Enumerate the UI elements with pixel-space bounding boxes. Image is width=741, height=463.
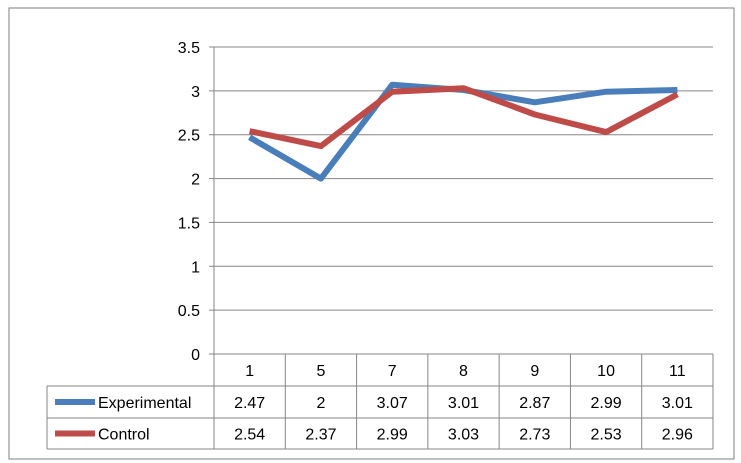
table-value: 2.99 (377, 427, 408, 444)
x-category-label: 10 (597, 363, 615, 380)
table-value: 3.01 (448, 395, 479, 412)
legend-label: Experimental (98, 395, 191, 412)
table-value: 2.37 (305, 427, 336, 444)
x-category-label: 7 (388, 363, 397, 380)
y-tick-label: 3 (191, 84, 200, 101)
table-value: 3.07 (377, 395, 408, 412)
table-value: 2.73 (519, 427, 550, 444)
y-tick-label: 1.5 (178, 215, 200, 232)
x-category-label: 9 (530, 363, 539, 380)
table-value: 2 (316, 395, 325, 412)
table-value: 2.96 (662, 427, 693, 444)
legend-label: Control (98, 427, 150, 444)
table-value: 3.01 (662, 395, 693, 412)
y-tick-label: 2 (191, 172, 200, 189)
table-value: 3.03 (448, 427, 479, 444)
chart-border (8, 7, 735, 460)
table-value: 2.54 (234, 427, 265, 444)
x-category-label: 5 (316, 363, 325, 380)
y-tick-label: 2.5 (178, 128, 200, 145)
x-category-label: 8 (459, 363, 468, 380)
y-tick-label: 0.5 (178, 303, 200, 320)
table-value: 2.87 (519, 395, 550, 412)
x-category-label: 11 (669, 363, 686, 380)
x-category-label: 1 (245, 363, 254, 380)
y-tick-label: 1 (191, 259, 200, 276)
y-tick-label: 0 (191, 347, 200, 364)
table-value: 2.99 (591, 395, 622, 412)
y-tick-label: 3.5 (178, 40, 200, 57)
table-value: 2.53 (591, 427, 622, 444)
table-value: 2.47 (234, 395, 265, 412)
